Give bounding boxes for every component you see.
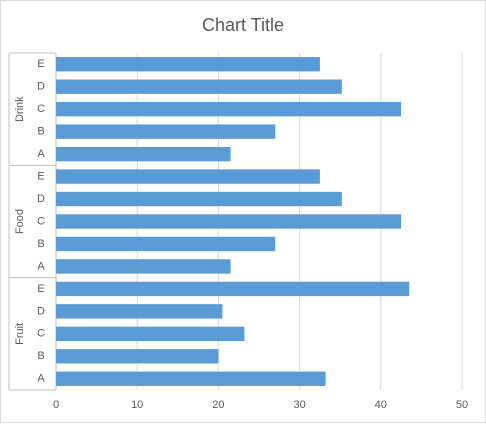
group-label: Drink (14, 96, 26, 122)
category-label: D (37, 81, 45, 93)
category-label: C (37, 103, 45, 115)
category-label: C (37, 215, 45, 227)
value-axis: 0 10 20 30 40 50 (53, 399, 468, 411)
category-label: C (37, 328, 45, 340)
x-tick-label: 20 (212, 399, 224, 411)
category-label: D (37, 193, 45, 205)
category-label: A (37, 260, 45, 272)
bar (56, 57, 320, 72)
bar (56, 101, 402, 117)
category-label: B (37, 126, 44, 138)
bar (56, 281, 410, 297)
x-tick-label: 10 (131, 399, 143, 411)
bar (56, 349, 219, 364)
x-tick-label: 0 (53, 399, 59, 411)
bar (56, 304, 223, 319)
x-tick-label: 50 (456, 399, 468, 411)
chart-title: Chart Title (202, 15, 284, 35)
category-label: D (37, 305, 45, 317)
bar (56, 124, 276, 139)
category-label: A (37, 373, 45, 385)
x-tick-label: 30 (293, 399, 305, 411)
group-label: Food (14, 209, 26, 234)
bar (56, 236, 276, 252)
bar (56, 169, 320, 184)
bar (56, 371, 326, 386)
group-label: Fruit (14, 323, 26, 345)
category-label: B (37, 350, 44, 362)
bar (56, 259, 231, 274)
category-label: E (37, 58, 44, 70)
x-tick-label: 40 (375, 399, 387, 411)
category-label: A (37, 148, 45, 160)
bar (56, 326, 245, 342)
bar (56, 191, 342, 207)
bars (56, 57, 410, 386)
category-label: B (37, 238, 44, 250)
category-label: E (37, 283, 44, 295)
bar (56, 146, 231, 162)
category-label: E (37, 170, 44, 182)
bar (56, 214, 402, 229)
bar (56, 79, 342, 94)
